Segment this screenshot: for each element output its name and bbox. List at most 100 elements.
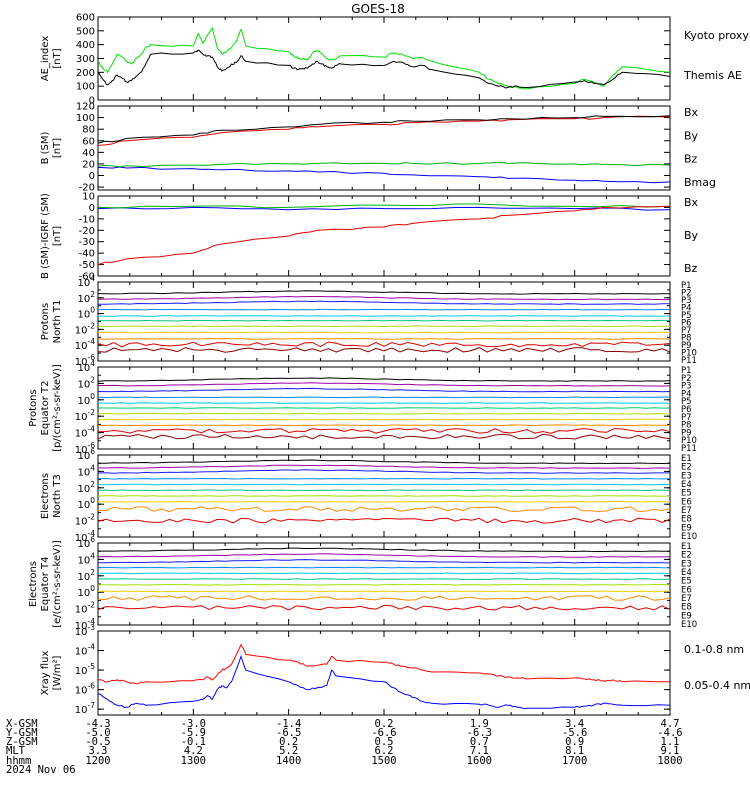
y-tick-label: 200 xyxy=(76,68,95,79)
y-tick-label: 400 xyxy=(76,40,95,51)
channel-line-e3 xyxy=(97,469,670,474)
channel-label: E8 xyxy=(681,603,692,613)
legend-label: 0.1-0.8 nm xyxy=(684,643,744,656)
channel-label: P9 xyxy=(681,341,692,351)
y-axis-label: AE_index xyxy=(40,36,51,82)
y-tick-exp: 4 xyxy=(90,463,95,472)
y-tick-base: 10 xyxy=(77,294,90,305)
y-tick-label: 10 xyxy=(82,192,95,203)
y-tick-label: 10-2 xyxy=(75,321,95,336)
channel-line-e3 xyxy=(97,559,671,564)
y-tick-label: 10-6 xyxy=(75,682,95,697)
series-line-bmag xyxy=(97,115,671,144)
y-tick-label: -20 xyxy=(79,226,95,237)
channel-label: P2 xyxy=(681,289,692,299)
y-axis-label: North T1 xyxy=(52,300,63,344)
channel-label: E4 xyxy=(681,480,692,490)
channel-label: E5 xyxy=(681,577,692,587)
y-tick-exp: 0 xyxy=(90,392,95,401)
channel-label: E6 xyxy=(681,497,692,507)
y-tick-label: 20 xyxy=(82,159,95,170)
series-line-0-05-0-4-nm xyxy=(97,654,671,710)
y-tick-label: 104 xyxy=(77,359,95,374)
channel-line-p9 xyxy=(97,338,671,340)
y-tick-label: 102 xyxy=(77,290,95,305)
y-tick-label: -60 xyxy=(79,272,95,283)
y-tick-base: 10 xyxy=(77,278,90,289)
channel-label: P5 xyxy=(681,311,692,321)
y-tick-base: 10 xyxy=(75,627,88,638)
channel-line-e4 xyxy=(97,566,671,569)
y-tick-exp: 2 xyxy=(90,290,95,299)
y-tick-exp: 6 xyxy=(90,447,95,456)
y-tick-label: 120 xyxy=(76,102,95,113)
x-row-value: 1600 xyxy=(467,755,492,767)
y-tick-base: 10 xyxy=(77,451,90,462)
y-tick-label: 104 xyxy=(77,274,95,289)
y-tick-label: 300 xyxy=(76,54,95,65)
y-axis-label: North T3 xyxy=(52,474,63,518)
legend-label: Bx xyxy=(684,196,699,209)
y-axis-label: Xray flux xyxy=(40,651,51,696)
y-tick-base: 10 xyxy=(77,539,90,550)
channel-line-p7 xyxy=(97,412,671,415)
y-tick-label: 10-4 xyxy=(75,529,95,544)
x-row-value: -5.0 xyxy=(85,727,110,739)
y-tick-label: 40 xyxy=(82,148,95,159)
x-row-value: 0.2 xyxy=(279,736,298,748)
y-tick-label: -20 xyxy=(79,183,95,194)
y-tick-exp: -6 xyxy=(88,682,96,691)
y-tick-label: 102 xyxy=(77,480,95,495)
y-tick-label: 10-4 xyxy=(75,617,95,632)
x-row-value: 4.2 xyxy=(184,745,203,757)
y-tick-exp: -4 xyxy=(88,529,96,538)
legend-label: By xyxy=(684,129,699,142)
y-tick-exp: 6 xyxy=(90,535,95,544)
y-tick-base: 10 xyxy=(77,379,90,390)
figure-title: GOES-18 xyxy=(351,2,405,16)
y-tick-exp: -4 xyxy=(88,643,96,652)
y-tick-base: 10 xyxy=(77,588,90,599)
channel-line-e9 xyxy=(97,595,671,601)
x-row-value: 4.7 xyxy=(661,718,680,730)
y-tick-exp: -2 xyxy=(88,408,96,417)
x-row-value: -6.5 xyxy=(276,727,301,739)
channel-line-e5 xyxy=(98,572,671,575)
y-tick-base: 10 xyxy=(77,484,90,495)
channel-line-p5 xyxy=(97,315,671,317)
y-tick-label: -50 xyxy=(79,260,95,271)
x-row-label: Y-GSM xyxy=(6,727,38,739)
channel-label: P10 xyxy=(681,436,697,446)
x-row-value: 1200 xyxy=(85,755,110,767)
y-axis-label: [nT] xyxy=(52,138,63,158)
y-tick-label: 60 xyxy=(82,136,95,147)
x-row-value: 7.1 xyxy=(470,745,489,757)
x-row-value: 0.7 xyxy=(470,736,489,748)
channel-label: E2 xyxy=(681,463,692,473)
legend-label: Bmag xyxy=(684,176,716,189)
channel-label: P11 xyxy=(681,356,697,366)
y-axis-label: Equator T2 xyxy=(40,381,51,436)
channel-label: E10 xyxy=(681,532,697,542)
y-tick-base: 10 xyxy=(75,341,88,352)
channel-line-e10 xyxy=(97,517,671,524)
channel-line-e6 xyxy=(97,578,670,580)
legend-label: Bz xyxy=(684,262,698,275)
y-tick-label: 10-6 xyxy=(75,441,95,456)
channel-line-p3 xyxy=(97,387,671,393)
channel-label: P9 xyxy=(681,428,692,438)
y-tick-label: 10-5 xyxy=(75,662,95,677)
y-tick-base: 10 xyxy=(77,500,90,511)
y-tick-label: 100 xyxy=(76,82,95,93)
channel-line-e1 xyxy=(98,547,671,553)
x-row-value: -4.3 xyxy=(85,718,110,730)
y-axis-label: B (SM) xyxy=(40,131,51,164)
y-tick-base: 10 xyxy=(75,533,88,544)
y-tick-label: -40 xyxy=(79,249,95,260)
y-tick-label: 600 xyxy=(76,13,95,24)
y-axis-label: B (SM)-IGRF (SM) xyxy=(40,193,51,279)
y-axis-label: [p/(cm²-s-sr-keV)] xyxy=(52,364,63,452)
